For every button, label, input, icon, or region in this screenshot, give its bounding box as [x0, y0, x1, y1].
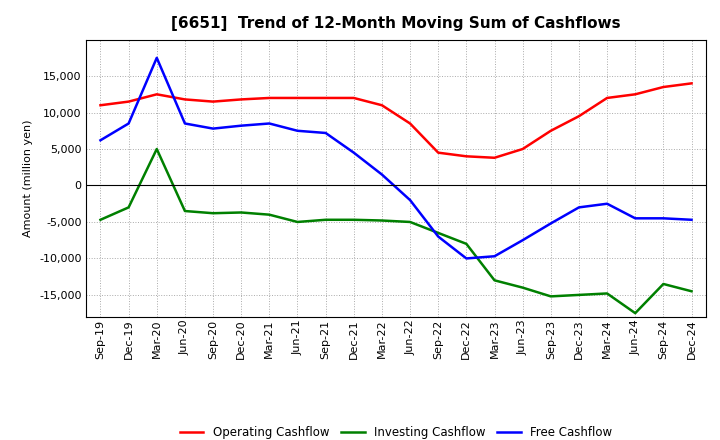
Line: Investing Cashflow: Investing Cashflow	[101, 149, 691, 313]
Free Cashflow	[237, 123, 246, 128]
Investing Cashflow	[687, 289, 696, 294]
Investing Cashflow	[659, 281, 667, 286]
Legend: Operating Cashflow, Investing Cashflow, Free Cashflow: Operating Cashflow, Investing Cashflow, …	[175, 422, 617, 440]
Investing Cashflow	[349, 217, 358, 222]
Free Cashflow	[321, 130, 330, 136]
Operating Cashflow	[518, 147, 527, 152]
Investing Cashflow	[293, 219, 302, 224]
Operating Cashflow	[603, 95, 611, 101]
Investing Cashflow	[153, 147, 161, 152]
Y-axis label: Amount (million yen): Amount (million yen)	[24, 119, 34, 237]
Operating Cashflow	[659, 84, 667, 90]
Free Cashflow	[546, 221, 555, 226]
Free Cashflow	[153, 55, 161, 60]
Operating Cashflow	[631, 92, 639, 97]
Operating Cashflow	[434, 150, 443, 155]
Investing Cashflow	[377, 218, 386, 223]
Title: [6651]  Trend of 12-Month Moving Sum of Cashflows: [6651] Trend of 12-Month Moving Sum of C…	[171, 16, 621, 32]
Line: Operating Cashflow: Operating Cashflow	[101, 83, 691, 158]
Investing Cashflow	[603, 291, 611, 296]
Investing Cashflow	[237, 210, 246, 215]
Investing Cashflow	[406, 219, 415, 224]
Line: Free Cashflow: Free Cashflow	[101, 58, 691, 258]
Free Cashflow	[181, 121, 189, 126]
Investing Cashflow	[125, 205, 133, 210]
Operating Cashflow	[575, 114, 583, 119]
Operating Cashflow	[490, 155, 499, 161]
Operating Cashflow	[209, 99, 217, 104]
Operating Cashflow	[349, 95, 358, 101]
Operating Cashflow	[181, 97, 189, 102]
Operating Cashflow	[687, 81, 696, 86]
Operating Cashflow	[406, 121, 415, 126]
Investing Cashflow	[434, 230, 443, 235]
Operating Cashflow	[153, 92, 161, 97]
Free Cashflow	[349, 150, 358, 155]
Free Cashflow	[490, 253, 499, 259]
Investing Cashflow	[490, 278, 499, 283]
Free Cashflow	[265, 121, 274, 126]
Investing Cashflow	[96, 217, 105, 222]
Free Cashflow	[462, 256, 471, 261]
Investing Cashflow	[518, 285, 527, 290]
Free Cashflow	[434, 234, 443, 239]
Operating Cashflow	[265, 95, 274, 101]
Investing Cashflow	[546, 294, 555, 299]
Investing Cashflow	[462, 241, 471, 246]
Operating Cashflow	[125, 99, 133, 104]
Free Cashflow	[659, 216, 667, 221]
Investing Cashflow	[265, 212, 274, 217]
Operating Cashflow	[462, 154, 471, 159]
Free Cashflow	[518, 238, 527, 243]
Free Cashflow	[96, 138, 105, 143]
Investing Cashflow	[631, 311, 639, 316]
Free Cashflow	[575, 205, 583, 210]
Operating Cashflow	[546, 128, 555, 133]
Free Cashflow	[293, 128, 302, 133]
Operating Cashflow	[96, 103, 105, 108]
Investing Cashflow	[181, 209, 189, 214]
Free Cashflow	[209, 126, 217, 131]
Free Cashflow	[687, 217, 696, 222]
Operating Cashflow	[377, 103, 386, 108]
Free Cashflow	[406, 198, 415, 203]
Investing Cashflow	[209, 211, 217, 216]
Free Cashflow	[603, 201, 611, 206]
Free Cashflow	[125, 121, 133, 126]
Free Cashflow	[631, 216, 639, 221]
Operating Cashflow	[237, 97, 246, 102]
Investing Cashflow	[321, 217, 330, 222]
Free Cashflow	[377, 172, 386, 177]
Operating Cashflow	[321, 95, 330, 101]
Operating Cashflow	[293, 95, 302, 101]
Investing Cashflow	[575, 292, 583, 297]
